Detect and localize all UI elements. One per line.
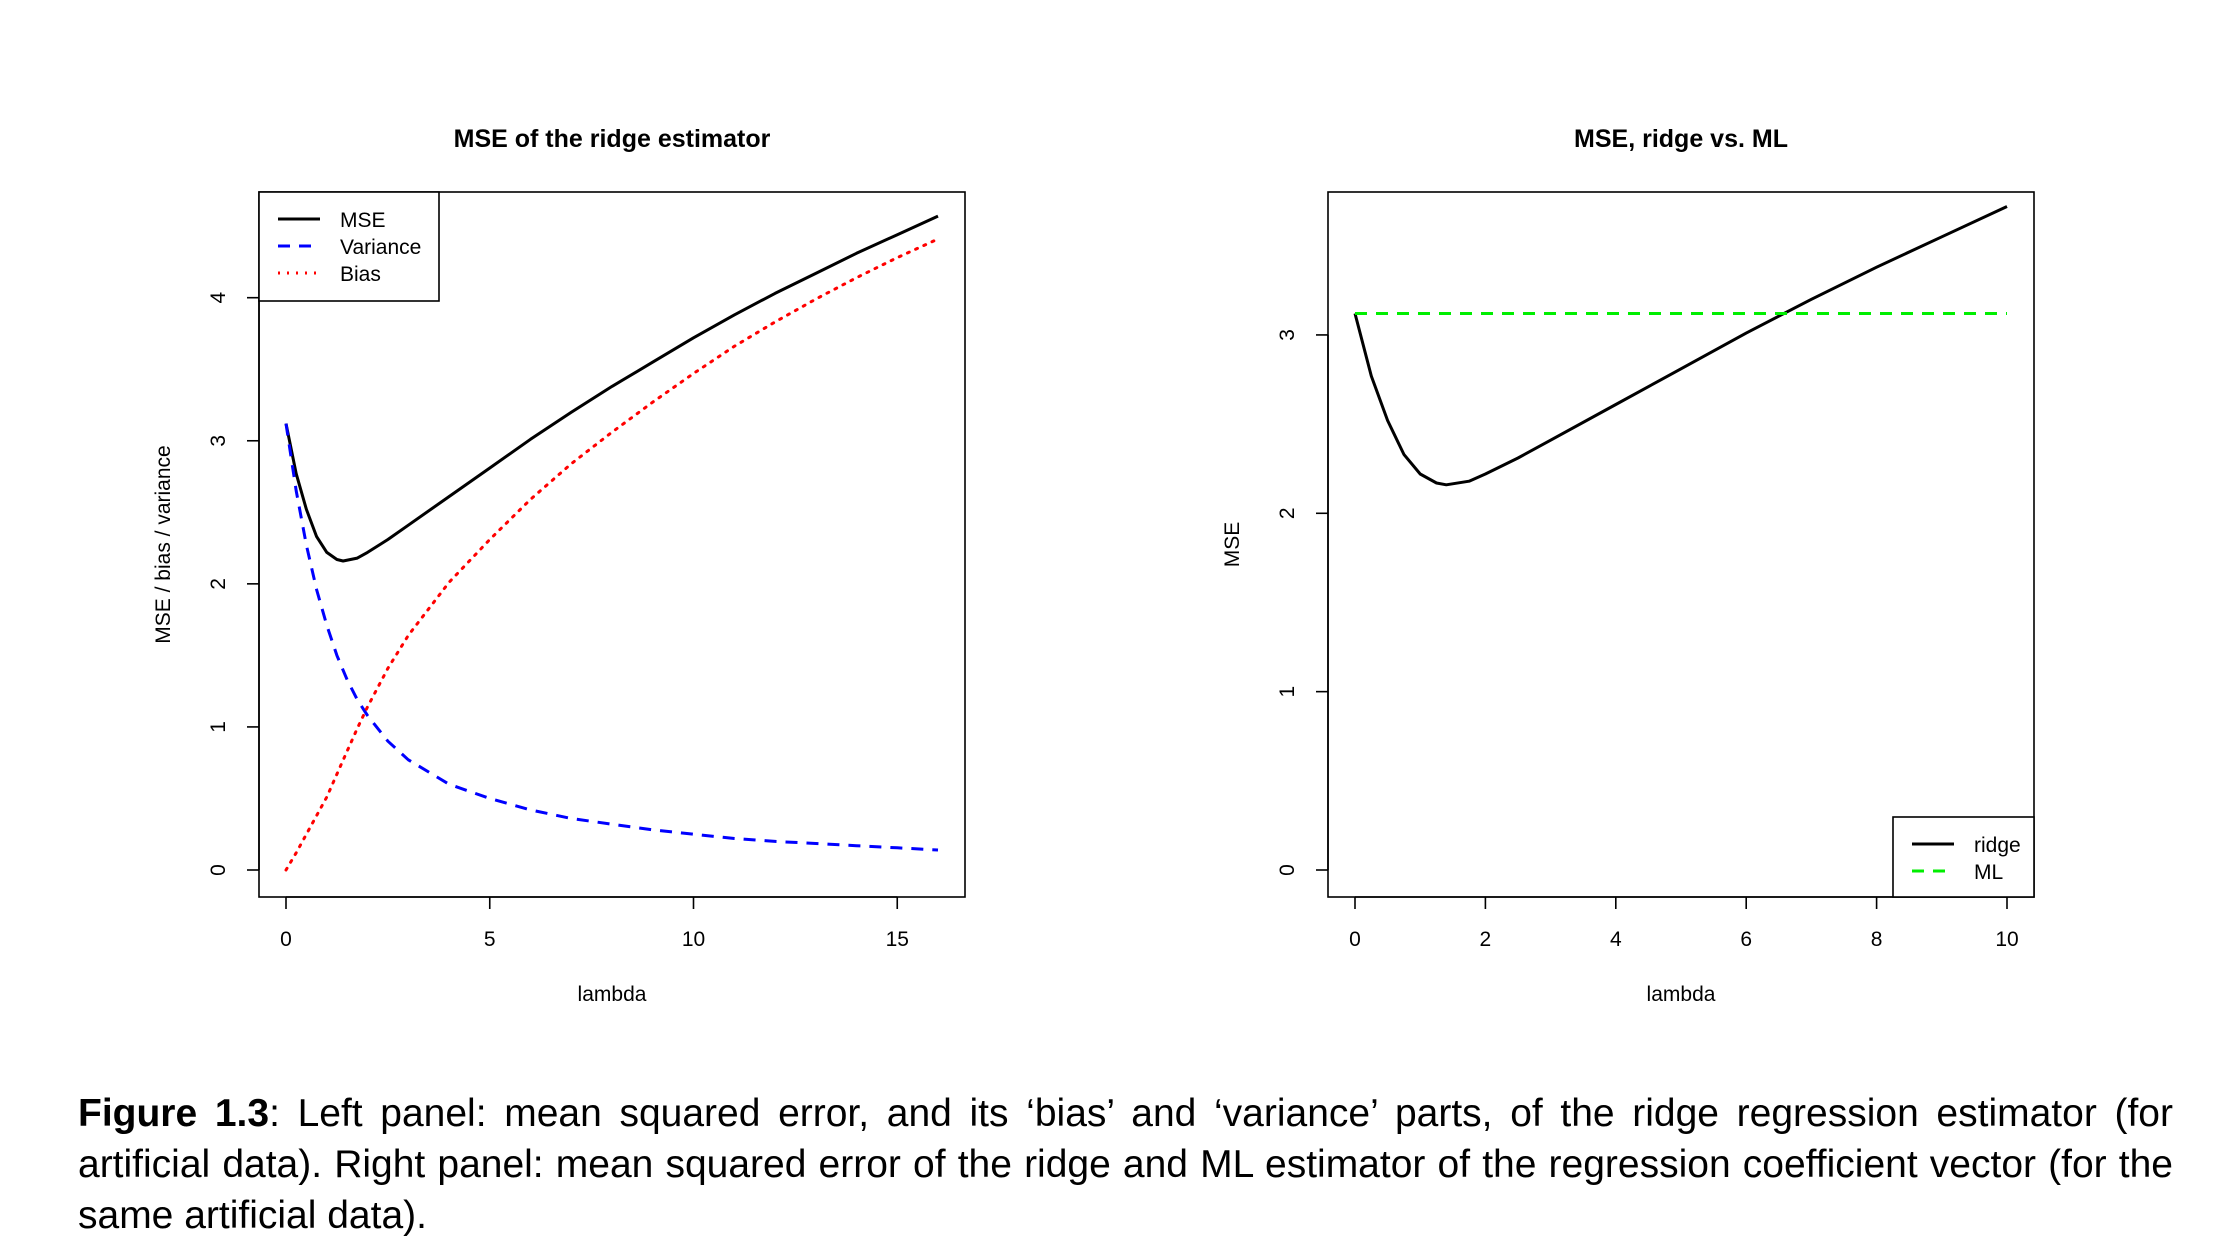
plot-frame <box>1327 191 2035 898</box>
series-line-ridge <box>1353 205 2008 487</box>
y-tick-label: 2 <box>207 578 230 590</box>
y-tick-label: 1 <box>207 721 230 733</box>
x-tick-label: 0 <box>280 928 292 951</box>
legend-box <box>1892 816 2035 898</box>
x-tick-label: 5 <box>484 928 496 951</box>
y-tick-label: 3 <box>1276 329 1299 341</box>
legend-label-ml: ML <box>1974 861 2003 884</box>
chart-title: MSE of the ridge estimator <box>454 125 771 153</box>
series-line-variance <box>284 423 939 852</box>
legend-label-variance: Variance <box>340 236 421 259</box>
y-tick-label: 2 <box>1276 507 1299 519</box>
x-tick-label: 6 <box>1740 928 1752 951</box>
x-tick-label: 0 <box>1349 928 1361 951</box>
x-tick-label: 10 <box>1995 928 2018 951</box>
x-axis-label: lambda <box>578 983 647 1006</box>
left-chart-panel: MSE of the ridge estimator 0 5 10 15 lambda 0 1… <box>152 125 966 1006</box>
right-chart-panel: MSE, ridge vs. ML 0 2 4 6 8 10 lambda 0 1 2 3 MSE rid… <box>1221 125 2035 1006</box>
x-tick-label: 4 <box>1610 928 1622 951</box>
y-axis: 0 1 2 3 4 <box>207 292 260 876</box>
x-tick-label: 15 <box>886 928 909 951</box>
legend-label-bias: Bias <box>340 263 381 286</box>
series-line-bias <box>284 237 940 872</box>
y-tick-label: 4 <box>207 292 230 304</box>
caption-text: : Left panel: mean squared error, and it… <box>78 1092 2173 1237</box>
y-tick-label: 0 <box>1276 864 1299 876</box>
chart-title: MSE, ridge vs. ML <box>1574 125 1788 153</box>
legend-label-mse: MSE <box>340 209 386 232</box>
x-axis: 0 2 4 6 8 10 <box>1349 896 2019 951</box>
caption-label: Figure 1.3 <box>78 1092 270 1135</box>
y-axis-label: MSE <box>1221 522 1244 568</box>
y-tick-label: 3 <box>207 435 230 447</box>
y-axis: 0 1 2 3 <box>1276 329 1329 876</box>
y-tick-label: 1 <box>1276 686 1299 698</box>
x-tick-label: 8 <box>1871 928 1883 951</box>
x-axis: 0 5 10 15 <box>280 896 909 951</box>
legend-label-ridge: ridge <box>1974 834 2021 857</box>
legend: ridge ML <box>1892 816 2035 898</box>
legend: MSE Variance Bias <box>258 191 440 302</box>
y-axis-label: MSE / bias / variance <box>152 445 175 643</box>
figure-caption: Figure 1.3: Left panel: mean squared err… <box>78 1088 2173 1241</box>
series-line-mse <box>284 214 939 563</box>
x-tick-label: 2 <box>1480 928 1492 951</box>
x-tick-label: 10 <box>682 928 705 951</box>
x-axis-label: lambda <box>1647 983 1716 1006</box>
y-tick-label: 0 <box>207 864 230 876</box>
